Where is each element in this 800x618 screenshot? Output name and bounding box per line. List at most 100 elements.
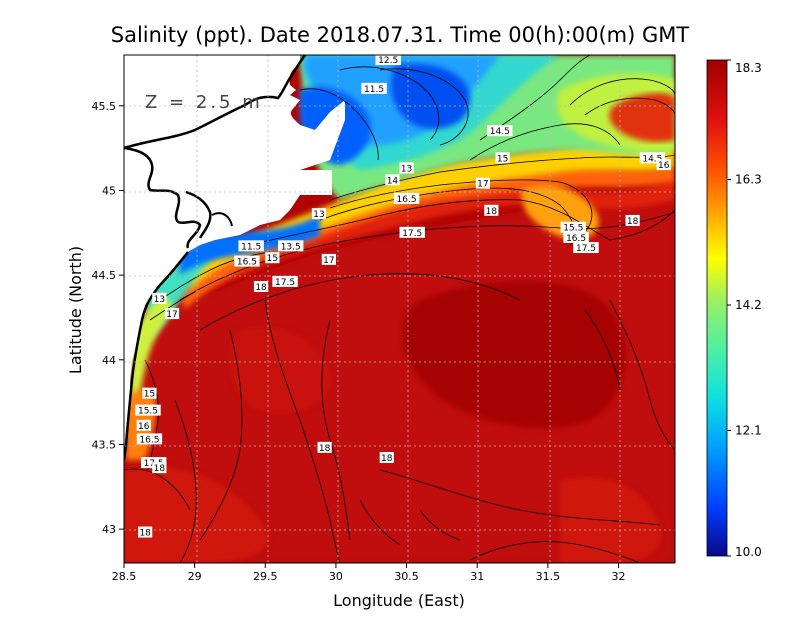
contour-label: 17 xyxy=(164,308,180,320)
contour-line xyxy=(299,88,379,161)
contour-label-text: 15 xyxy=(144,390,155,400)
contour-label-bg xyxy=(484,204,499,216)
colorbar-tick-label: 10.0 xyxy=(735,545,762,559)
contour-line xyxy=(321,319,351,541)
grid-lines xyxy=(124,55,675,563)
coastline-lagoon-1 xyxy=(185,190,212,239)
contour-label: 13 xyxy=(152,292,167,305)
contour-line xyxy=(199,273,521,331)
contour-line xyxy=(249,199,675,246)
y-axis: 43 43.5 44 44.5 45 45.5 xyxy=(92,100,124,536)
contour-label: 13.5 xyxy=(278,240,304,252)
contour-label: 14.5 xyxy=(487,125,513,137)
contour-label: 14.5 xyxy=(639,152,666,164)
y-tick-label: 44.5 xyxy=(92,269,117,282)
contour-label-bg xyxy=(639,152,666,164)
contour-line xyxy=(469,541,641,563)
x-tick-label: 29.5 xyxy=(253,570,278,583)
contour-line xyxy=(199,329,243,541)
x-axis-label: Longitude (East) xyxy=(333,591,465,610)
contour-label-bg xyxy=(317,441,332,453)
contour-label-bg xyxy=(152,292,167,304)
field-bright-patch-1 xyxy=(229,327,332,413)
field-blue-core xyxy=(391,63,470,129)
contour-label-text: 17.5 xyxy=(576,244,596,254)
contour-label-bg xyxy=(272,275,298,287)
contour-label: 13 xyxy=(399,162,414,174)
contour-label-bg xyxy=(475,177,490,189)
contour-label: 18 xyxy=(625,214,640,227)
colorbar-tick-label: 14.2 xyxy=(735,298,762,312)
contour-label: 18 xyxy=(317,441,332,454)
contour-label-bg xyxy=(265,252,280,264)
contour-label-bg xyxy=(361,82,387,94)
contour-label-text: 16 xyxy=(138,422,150,432)
contour-label-text: 13 xyxy=(313,210,324,220)
contour-line xyxy=(469,123,621,161)
contour-label: 11.5 xyxy=(361,82,387,95)
contour-label-text: 17 xyxy=(323,256,334,266)
contour-label: 15.5 xyxy=(560,221,586,234)
y-tick-label: 43 xyxy=(102,523,116,536)
contour-label-text: 17 xyxy=(477,180,488,190)
contour-label: 18 xyxy=(253,280,269,293)
x-axis: 28.5 29 29.5 30 30.5 31 31.5 32 xyxy=(112,563,625,583)
contour-label-bg xyxy=(142,387,157,399)
land-area xyxy=(124,55,345,460)
contour-label-text: 12.5 xyxy=(378,56,398,66)
contour-label-text: 13 xyxy=(154,295,165,305)
contour-label-text: 17 xyxy=(166,310,177,320)
contour-label-text: 18 xyxy=(319,444,331,454)
plot-frame xyxy=(123,54,676,564)
contour-label: 15 xyxy=(142,387,157,400)
x-tick-label: 32 xyxy=(611,570,625,583)
contour-line xyxy=(584,97,675,116)
contour-label-bg xyxy=(138,526,153,538)
contour-label-text: 14 xyxy=(387,176,399,186)
colorbar-tick-label: 12.1 xyxy=(735,424,762,438)
colorbar xyxy=(706,59,728,557)
contour-label-text: 15.5 xyxy=(138,407,158,417)
contour-label-bg xyxy=(573,242,599,254)
contour-label-text: 15.5 xyxy=(563,224,583,234)
contour-line xyxy=(584,309,621,391)
contour-label-text: 15 xyxy=(497,154,508,164)
contour-label-text: 18 xyxy=(154,464,166,474)
contour-label-bg xyxy=(563,231,589,243)
coastline-west xyxy=(124,251,189,461)
colorbar-tick-label: 16.3 xyxy=(735,173,762,187)
contour-label-bg xyxy=(238,240,264,252)
contour-label-bg xyxy=(321,253,336,265)
contour-label: 18 xyxy=(484,204,499,217)
contour-line xyxy=(379,469,661,526)
contour-label-text: 14.5 xyxy=(490,127,510,137)
x-tick-label: 30 xyxy=(329,570,343,583)
contour-label-bg xyxy=(487,125,513,137)
contour-line xyxy=(159,251,271,301)
x-tick-label: 28.5 xyxy=(112,570,137,583)
colorbar-ticks: 10.0 12.1 14.2 16.3 18.3 xyxy=(727,59,762,559)
contour-label: 18 xyxy=(138,526,153,539)
contour-label-bg xyxy=(311,208,327,220)
contour-label-text: 13 xyxy=(401,164,412,174)
contour-label-text: 18 xyxy=(139,529,151,539)
contour-label: 16 xyxy=(656,159,671,171)
contour-label: 15.5 xyxy=(135,404,161,417)
contour-label: 16.5 xyxy=(563,231,589,244)
contour-label-text: 18 xyxy=(627,217,639,227)
contour-label: 17 xyxy=(475,177,490,190)
contour-label-bg xyxy=(560,221,586,233)
contour-line xyxy=(479,55,591,141)
contour-label-text: 16.5 xyxy=(397,195,417,205)
contour-label-text: 16 xyxy=(658,161,670,171)
contour-line xyxy=(124,468,191,511)
contour-label: 17.5 xyxy=(272,275,298,288)
contour-label-bg xyxy=(399,162,414,174)
contour-label-text: 17.5 xyxy=(275,278,295,288)
x-tick-label: 31 xyxy=(470,570,484,583)
y-tick-label: 44 xyxy=(102,354,116,367)
contour-label-bg xyxy=(393,192,420,204)
contour-label-text: 14.5 xyxy=(642,154,662,164)
y-tick-label: 45.5 xyxy=(92,100,117,113)
contour-label-bg xyxy=(385,174,400,186)
